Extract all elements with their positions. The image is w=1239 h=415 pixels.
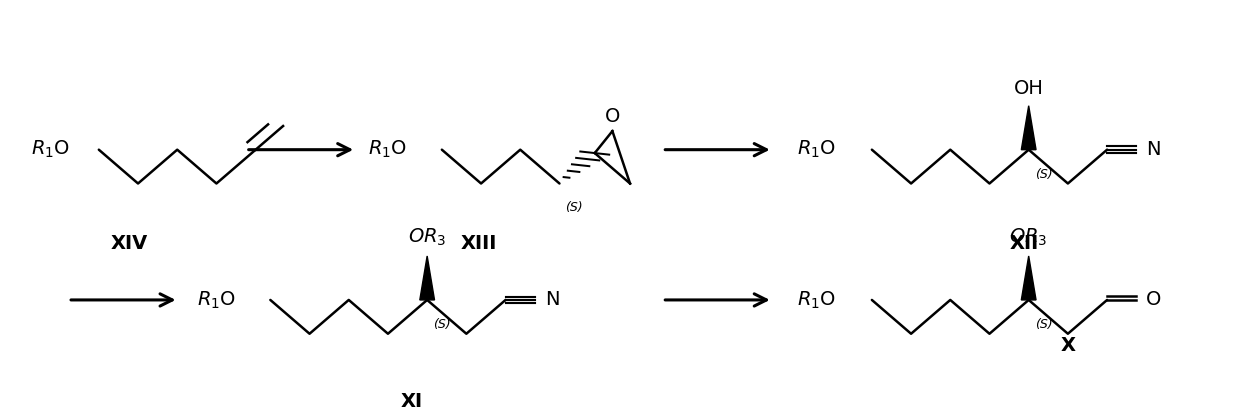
Text: $R_1$O: $R_1$O bbox=[797, 139, 836, 160]
Polygon shape bbox=[1021, 256, 1036, 300]
Text: X: X bbox=[1061, 335, 1075, 354]
Text: (S): (S) bbox=[1035, 168, 1052, 181]
Polygon shape bbox=[1021, 106, 1036, 150]
Text: XII: XII bbox=[1009, 234, 1038, 253]
Text: $R_1$O: $R_1$O bbox=[797, 289, 836, 310]
Text: O: O bbox=[1146, 290, 1162, 310]
Text: $OR_3$: $OR_3$ bbox=[1010, 227, 1048, 248]
Text: OH: OH bbox=[1014, 79, 1043, 98]
Polygon shape bbox=[420, 256, 435, 300]
Text: N: N bbox=[1146, 140, 1161, 159]
Text: $R_1$O: $R_1$O bbox=[31, 139, 71, 160]
Text: XIV: XIV bbox=[110, 234, 149, 253]
Text: XIII: XIII bbox=[461, 234, 497, 253]
Text: N: N bbox=[545, 290, 559, 310]
Text: $OR_3$: $OR_3$ bbox=[408, 227, 446, 248]
Text: $R_1$O: $R_1$O bbox=[368, 139, 408, 160]
Text: (S): (S) bbox=[434, 318, 451, 331]
Text: (S): (S) bbox=[565, 201, 584, 215]
Text: O: O bbox=[605, 107, 620, 126]
Text: $R_1$O: $R_1$O bbox=[197, 289, 235, 310]
Text: XI: XI bbox=[400, 392, 422, 411]
Text: (S): (S) bbox=[1035, 318, 1052, 331]
